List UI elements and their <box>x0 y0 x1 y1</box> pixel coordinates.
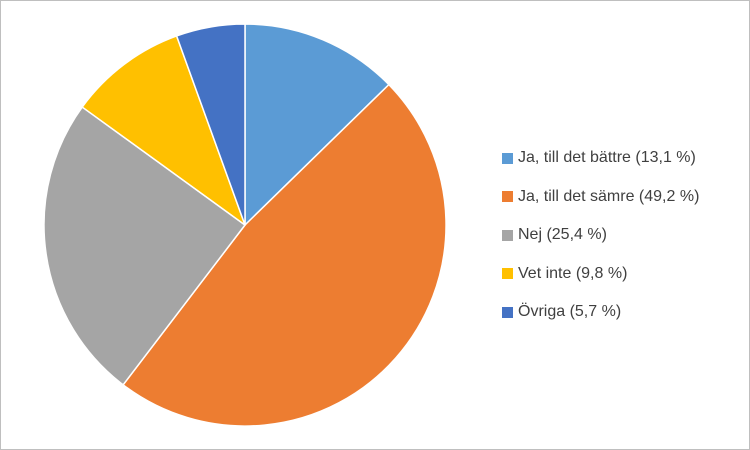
legend-label: Övriga (5,7 %) <box>518 303 622 321</box>
legend-item-nej: Nej (25,4 %) <box>502 216 699 255</box>
legend-label: Nej (25,4 %) <box>518 226 607 244</box>
legend-item-ja-battre: Ja, till det bättre (13,1 %) <box>502 139 699 178</box>
pie-slice-ja-samre <box>122 83 447 427</box>
legend-item-vet-inte: Vet inte (9,8 %) <box>502 255 699 294</box>
pie-slice-vet-inte <box>81 35 246 226</box>
legend-label: Vet inte (9,8 %) <box>518 264 628 282</box>
legend-label: Ja, till det bättre (13,1 %) <box>518 149 696 167</box>
legend-item-ja-samre: Ja, till det sämre (49,2 %) <box>502 178 699 217</box>
pie-slice-nej <box>43 106 246 386</box>
pie-slice-ja-battre <box>244 23 390 226</box>
legend-swatch <box>502 191 513 203</box>
legend-label: Ja, till det sämre (49,2 %) <box>518 187 700 205</box>
legend-swatch <box>502 152 513 164</box>
legend: Ja, till det bättre (13,1 %) Ja, till de… <box>502 139 699 332</box>
legend-swatch <box>502 306 513 318</box>
legend-item-ovriga: Övriga (5,7 %) <box>502 293 699 332</box>
legend-swatch <box>502 229 513 241</box>
pie-slice-ovriga <box>175 23 246 226</box>
legend-swatch <box>502 268 513 280</box>
